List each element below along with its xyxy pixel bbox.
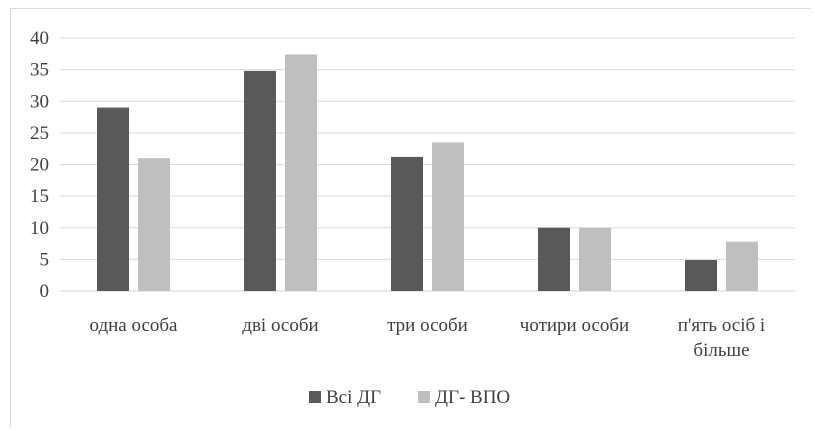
bars	[97, 54, 758, 291]
x-tick-label: одна особа	[90, 315, 179, 336]
bar-dg-vpo	[726, 241, 758, 291]
legend-label: Всі ДГ	[326, 387, 381, 408]
legend-label: ДГ- ВПО	[435, 387, 510, 408]
x-tick-label: більше	[693, 340, 749, 361]
x-tick-label: чотири особи	[520, 315, 629, 336]
bar-dg-vpo	[432, 142, 464, 291]
legend: Всі ДГ ДГ- ВПО	[309, 387, 510, 408]
y-tick-label: 20	[30, 155, 49, 176]
bar-vsi-dg	[244, 70, 276, 291]
legend-swatch	[418, 391, 430, 403]
y-tick-label: 10	[30, 218, 49, 239]
bar-dg-vpo	[285, 54, 317, 291]
chart-frame	[10, 8, 810, 428]
legend-swatch	[309, 391, 321, 403]
x-axis: одна особа дві особи три особи чотири особи…	[90, 315, 766, 361]
y-tick-label: 40	[30, 28, 49, 49]
bar-vsi-dg	[685, 260, 717, 291]
y-tick-label: 35	[30, 60, 49, 81]
x-tick-label: п'ять осіб і	[678, 315, 765, 336]
bar-vsi-dg	[391, 156, 423, 291]
y-tick-label: 5	[40, 249, 50, 270]
y-axis: 0 5 10 15 20 25 30 35 40	[30, 28, 49, 302]
gridlines	[60, 37, 795, 292]
x-tick-label: три особи	[387, 315, 468, 336]
y-tick-label: 30	[30, 91, 49, 112]
y-tick-label: 15	[30, 186, 49, 207]
x-tick-label: дві особи	[242, 315, 318, 336]
bar-vsi-dg	[97, 107, 129, 291]
bar-dg-vpo	[579, 227, 611, 291]
y-tick-label: 25	[30, 123, 49, 144]
bar-vsi-dg	[538, 227, 570, 291]
bar-dg-vpo	[138, 158, 170, 291]
y-tick-label: 0	[40, 281, 50, 302]
